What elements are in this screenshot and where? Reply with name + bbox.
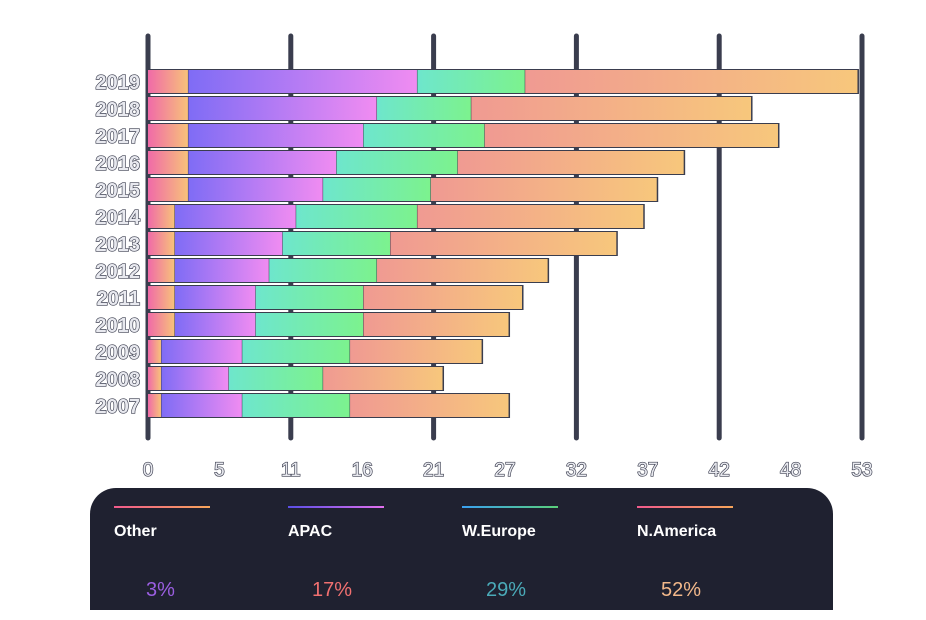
bar-segment-w-europe bbox=[417, 70, 525, 93]
y-tick-label: 2015 bbox=[96, 180, 141, 202]
bar-segment-other bbox=[148, 259, 175, 282]
legend-line bbox=[637, 506, 733, 508]
bar-segment-apac bbox=[188, 70, 417, 93]
bar-segment-other bbox=[148, 151, 188, 174]
bar-segment-apac bbox=[188, 151, 337, 174]
legend-panel: Other 3% APAC 17% W.Europe 29% N.America 52% bbox=[90, 488, 833, 610]
x-tick-label: 21 bbox=[423, 460, 444, 480]
bar-segment-apac bbox=[174, 205, 296, 228]
bar-segment-w-europe bbox=[228, 367, 323, 390]
bar-segment-other bbox=[148, 313, 175, 336]
bar-segment-apac bbox=[161, 340, 242, 363]
bar-segment-w-europe bbox=[269, 259, 377, 282]
y-tick-label: 2013 bbox=[96, 234, 141, 256]
bar-segment-n-america bbox=[350, 394, 509, 417]
bar-segment-other bbox=[148, 232, 175, 255]
bar-segment-w-europe bbox=[296, 205, 417, 228]
bar-segment-n-america bbox=[457, 151, 684, 174]
legend-line bbox=[462, 506, 558, 508]
bar-segment-other bbox=[148, 394, 161, 417]
legend-label: N.America bbox=[637, 523, 717, 540]
legend-percent: 17% bbox=[312, 579, 353, 601]
bar-segment-n-america bbox=[363, 313, 509, 336]
bar-segment-w-europe bbox=[242, 394, 350, 417]
legend-label: Other bbox=[114, 523, 157, 540]
stacked-bar-chart: 0 5 11 16 21 27 32 37 42 48 53 2019 2018 2017 2016 2015… bbox=[95, 33, 873, 480]
y-tick-label: 2018 bbox=[96, 99, 141, 121]
y-tick-label: 2011 bbox=[97, 288, 140, 310]
legend-percent: 52% bbox=[661, 579, 702, 601]
bar-segment-w-europe bbox=[377, 97, 471, 120]
x-tick-label: 0 bbox=[143, 460, 154, 480]
y-tick-label: 2007 bbox=[96, 396, 141, 418]
y-tick-label: 2008 bbox=[96, 369, 141, 391]
x-tick-label: 16 bbox=[352, 460, 373, 480]
bar-segment-apac bbox=[161, 367, 229, 390]
bar-segment-n-america bbox=[417, 205, 644, 228]
bar-segment-w-europe bbox=[255, 286, 364, 309]
bar-segment-other bbox=[148, 124, 188, 147]
bar-segment-other bbox=[148, 367, 161, 390]
x-tick-label: 5 bbox=[214, 460, 225, 480]
bar-segment-apac bbox=[174, 232, 283, 255]
bar-segment-other bbox=[148, 286, 175, 309]
bar-segment-other bbox=[148, 340, 161, 363]
x-tick-label: 27 bbox=[494, 460, 515, 480]
bar-segment-n-america bbox=[323, 367, 443, 390]
bar-segment-n-america bbox=[484, 124, 778, 147]
bar-segment-n-america bbox=[525, 70, 858, 93]
bar-segment-apac bbox=[188, 124, 364, 147]
legend-percent: 29% bbox=[486, 579, 527, 601]
bar-segment-apac bbox=[161, 394, 242, 417]
bar-segment-n-america bbox=[471, 97, 752, 120]
x-tick-label: 37 bbox=[637, 460, 658, 480]
legend-percent: 3% bbox=[146, 579, 175, 601]
x-tick-label: 32 bbox=[566, 460, 587, 480]
y-tick-label: 2016 bbox=[96, 153, 141, 175]
bar-segment-other bbox=[148, 97, 188, 120]
bar-segment-w-europe bbox=[242, 340, 350, 363]
bar-segment-n-america bbox=[377, 259, 548, 282]
bar-segment-w-europe bbox=[282, 232, 390, 255]
bar-segment-other bbox=[148, 178, 188, 201]
bar-segment-apac bbox=[174, 259, 269, 282]
legend-label: W.Europe bbox=[462, 523, 536, 540]
legend-line bbox=[288, 506, 384, 508]
x-tick-label: 53 bbox=[851, 460, 872, 480]
y-tick-label: 2012 bbox=[96, 261, 141, 283]
bar-segment-apac bbox=[188, 178, 323, 201]
bar-segment-w-europe bbox=[336, 151, 458, 174]
bar-segment-n-america bbox=[350, 340, 482, 363]
x-tick-label: 11 bbox=[281, 460, 301, 480]
bar-segment-n-america bbox=[363, 286, 523, 309]
bar-segment-other bbox=[148, 70, 188, 93]
y-tick-label: 2019 bbox=[96, 72, 141, 94]
y-tick-label: 2009 bbox=[96, 342, 141, 364]
legend-label: APAC bbox=[288, 523, 333, 540]
bar-segment-other bbox=[148, 205, 175, 228]
bar-segment-apac bbox=[174, 313, 256, 336]
y-tick-label: 2017 bbox=[96, 126, 141, 148]
bar-segment-apac bbox=[174, 286, 256, 309]
bar-segment-n-america bbox=[430, 178, 657, 201]
bar-segment-apac bbox=[188, 97, 377, 120]
bar-segment-w-europe bbox=[255, 313, 364, 336]
legend-line bbox=[114, 506, 210, 508]
x-tick-label: 42 bbox=[709, 460, 730, 480]
y-tick-label: 2014 bbox=[96, 207, 141, 229]
bar-segment-w-europe bbox=[323, 178, 431, 201]
bar-segment-w-europe bbox=[363, 124, 485, 147]
x-tick-label: 48 bbox=[780, 460, 801, 480]
bar-segment-n-america bbox=[390, 232, 617, 255]
y-tick-label: 2010 bbox=[96, 315, 141, 337]
